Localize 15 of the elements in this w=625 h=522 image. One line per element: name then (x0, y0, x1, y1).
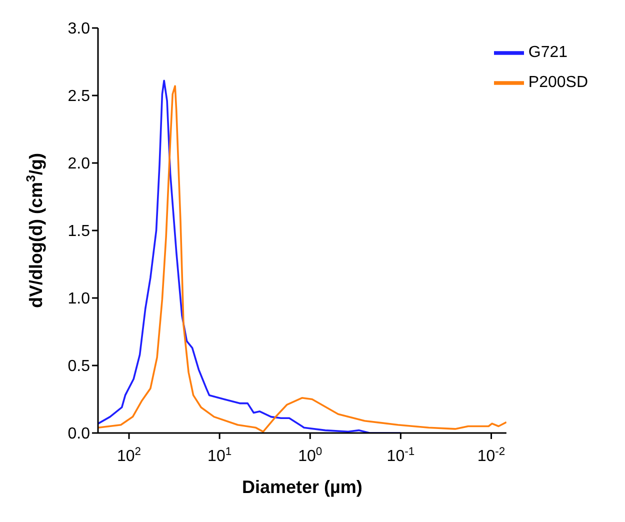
x-tick-label: 10$^{1}$ (208, 446, 232, 465)
y-tick-label: 0.0 (68, 426, 90, 443)
y-tick-label: 1.0 (68, 290, 90, 308)
y-tick-label: 2.5 (68, 88, 90, 106)
x-tick-label: 10$^{0}$ (298, 446, 322, 465)
x-tick-label: 10$^{2}$ (116, 446, 142, 465)
x-axis-title: Diameter (µm) (242, 477, 362, 497)
y-tick-label: 0.5 (68, 358, 90, 376)
x-tick-label: 10$^{-1}$ (386, 446, 415, 465)
y-tick-label: 3.0 (68, 20, 90, 38)
x-tick-label: 10$^{-2}$ (477, 446, 506, 465)
y-tick-label: 1.5 (68, 223, 90, 240)
legend-label: G721 (528, 44, 568, 62)
y-tick-label: 2.0 (68, 156, 90, 173)
legend-label: P200SD (528, 74, 588, 92)
